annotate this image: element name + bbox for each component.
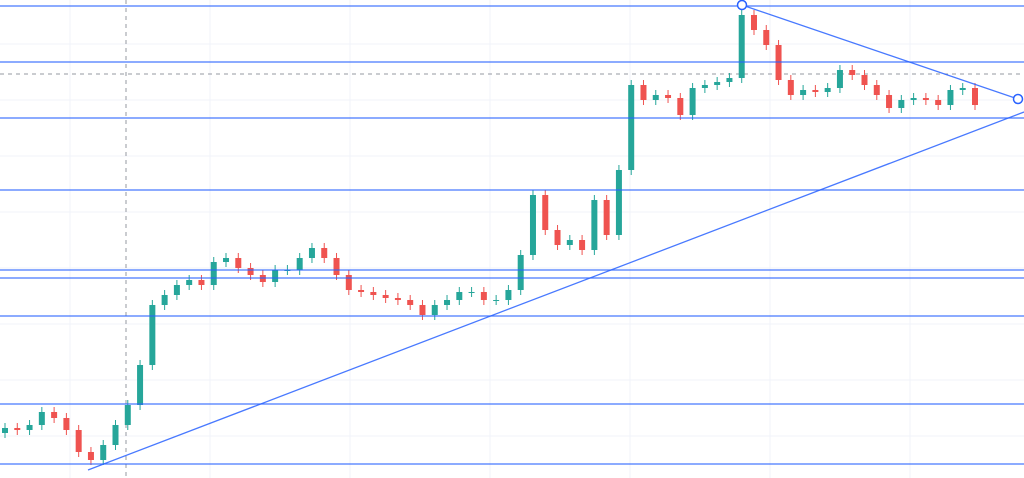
candle-body [370,292,377,295]
candle-body [173,285,180,295]
candle-body [333,258,340,275]
candle-body [800,90,807,95]
candle-body [51,412,58,418]
candle-body [296,258,303,270]
candle-body [345,275,352,290]
candle-body [677,98,684,115]
candle-body [75,430,82,452]
candle-body [972,88,978,105]
candle-body [628,85,635,170]
candle-body [87,452,94,460]
candle-body [935,100,942,105]
candle-body [321,248,328,258]
candle-body [554,230,561,245]
candle-body [235,258,242,268]
candle-body [419,305,426,315]
candle-body [308,248,315,258]
candle-body [112,425,119,445]
candle-body [750,15,757,30]
candle-body [38,412,45,425]
candle-body [947,90,954,105]
candle-body [886,95,893,108]
candle-body [861,75,868,85]
candle-body [161,295,168,305]
candle-body [382,295,389,298]
candle-body [615,170,622,235]
candle-body [591,200,598,250]
candle-body [640,85,647,100]
candle-body [14,428,21,430]
candle-body [394,298,401,300]
candle-body [701,85,708,88]
candle-body [431,305,438,315]
candle-body [959,88,966,90]
candle-body [603,200,610,235]
candle-body [689,88,696,115]
candle-body [517,255,524,290]
candle-body [493,300,500,301]
candle-body [542,195,549,230]
candle-body [247,268,254,275]
candle-body [898,100,905,108]
candle-body [665,95,672,98]
candle-body [223,258,230,262]
candle-body [922,98,929,100]
candle-body [124,405,131,425]
candle-body [210,262,217,285]
candle-body [149,305,156,365]
candle-body [738,15,745,78]
candle-body [444,300,451,305]
candle-body [2,428,8,433]
candle-body [272,270,279,282]
candle-body [836,70,843,88]
candle-body [787,80,794,95]
candle-body [186,280,193,285]
candle-body [358,290,365,292]
candle-body [566,240,573,245]
candle-body [529,195,536,255]
candle-body [137,365,144,405]
candle-body [26,425,33,430]
candle-body [726,78,733,82]
candle-body [407,300,414,305]
candle-body [873,85,880,95]
candle-body [579,240,586,250]
candle-body [198,280,205,285]
candle-body [652,95,659,100]
candle-body [824,88,831,92]
candle-body [480,292,487,300]
candle-body [468,292,475,293]
candle-body [456,292,463,300]
candle-body [763,30,770,45]
candle-body [505,290,512,300]
candle-body [100,445,107,460]
candle-body [714,82,721,85]
candle-body [849,70,856,75]
candle-body [812,90,819,92]
candle-body [63,418,70,430]
candle-body [910,98,917,100]
